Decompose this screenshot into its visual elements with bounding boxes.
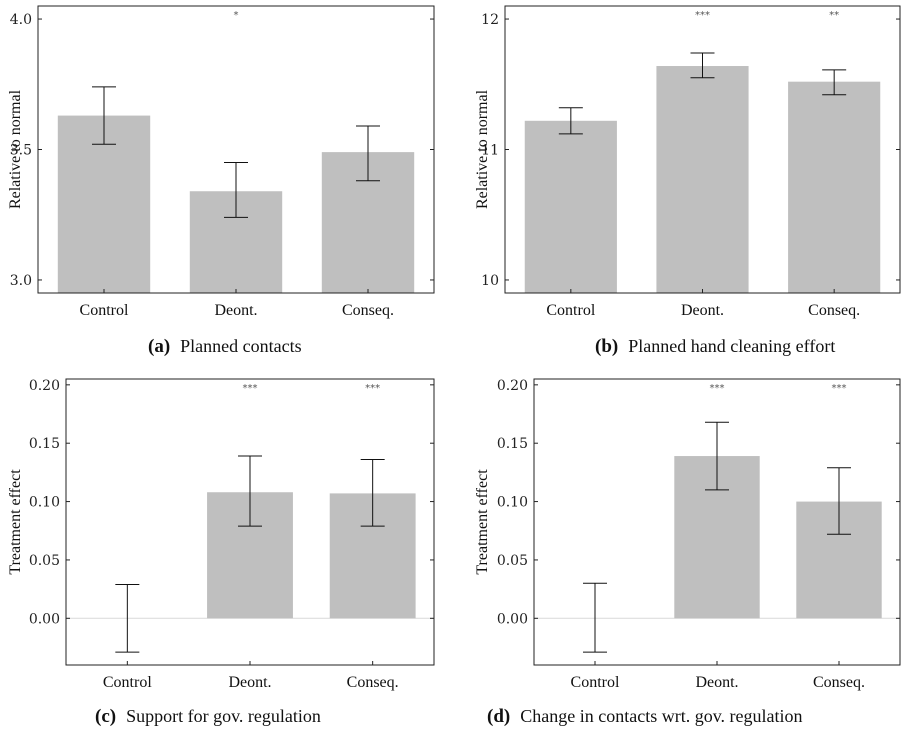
significance-stars: ***	[832, 383, 847, 394]
significance-stars: ***	[243, 383, 258, 394]
x-tick-label: Conseq.	[813, 674, 865, 691]
y-tick-label: 4.0	[10, 12, 32, 28]
x-tick-label: Control	[546, 302, 595, 319]
y-tick-label: 11	[481, 143, 499, 159]
x-tick-label: Deont.	[681, 302, 724, 319]
x-tick-label: Conseq.	[347, 674, 399, 691]
significance-stars: *	[234, 10, 239, 21]
caption-text: Support for gov. regulation	[126, 706, 321, 726]
bar-control	[57, 115, 151, 293]
bar-control	[524, 120, 617, 293]
significance-stars: ***	[695, 10, 710, 21]
bar-conseq	[788, 81, 881, 293]
y-tick-label: 0.00	[497, 611, 528, 627]
caption-text: Planned contacts	[180, 336, 301, 356]
y-tick-label: 12	[481, 12, 499, 28]
x-tick-label: Control	[80, 302, 129, 319]
panel-caption: (c) Support for gov. regulation	[95, 706, 321, 727]
y-axis-label: Treatment effect	[7, 469, 24, 575]
significance-stars: ***	[710, 383, 725, 394]
chart-panel-3: *** *** 0.00 0.05 0.10 0.15 0.20 Control Deont. C…	[7, 378, 435, 727]
y-tick-label: 0.10	[497, 495, 528, 511]
chart-panel-4: *** *** 0.00 0.05 0.10 0.15 0.20 Control Deont. C…	[474, 378, 901, 727]
caption-letter: (b)	[595, 336, 618, 357]
caption-text: Planned hand cleaning effort	[628, 336, 835, 356]
y-tick-label: 0.10	[29, 495, 60, 511]
y-tick-label: 0.05	[29, 553, 60, 569]
panel-caption: (d) Change in contacts wrt. gov. regulati…	[487, 706, 803, 727]
y-axis-label: Relative to normal	[474, 89, 491, 209]
x-tick-label: Deont.	[228, 674, 271, 691]
caption-letter: (d)	[487, 706, 510, 727]
caption-text: Change in contacts wrt. gov. regulation	[520, 706, 802, 726]
y-tick-label: 3.0	[10, 273, 32, 289]
panel-caption: (a) Planned contacts	[148, 336, 302, 357]
significance-stars: ***	[365, 383, 380, 394]
y-tick-label: 0.20	[497, 378, 528, 394]
x-tick-label: Deont.	[695, 674, 738, 691]
x-tick-label: Deont.	[214, 302, 257, 319]
x-tick-label: Conseq.	[808, 302, 860, 319]
significance-stars: **	[829, 10, 839, 21]
y-tick-label: 0.05	[497, 553, 528, 569]
y-tick-label: 10	[481, 273, 499, 289]
y-tick-label: 0.00	[29, 611, 60, 627]
x-tick-label: Conseq.	[342, 302, 394, 319]
caption-letter: (c)	[95, 706, 116, 727]
y-tick-label: 3.5	[10, 143, 32, 159]
caption-letter: (a)	[148, 336, 170, 357]
y-axis-label: Treatment effect	[474, 469, 491, 575]
chart-panel-1: * 3.0 3.5 4.0 Control Deont. Conseq. Relative t…	[7, 5, 435, 357]
y-tick-label: 0.15	[29, 436, 60, 452]
y-tick-label: 0.15	[497, 436, 528, 452]
x-tick-label: Control	[103, 674, 152, 691]
y-tick-label: 0.20	[29, 378, 60, 394]
x-tick-label: Control	[571, 674, 620, 691]
y-axis-label: Relative to normal	[7, 89, 24, 209]
panel-caption: (b) Planned hand cleaning effort	[595, 336, 835, 357]
bar-deont	[656, 66, 749, 293]
